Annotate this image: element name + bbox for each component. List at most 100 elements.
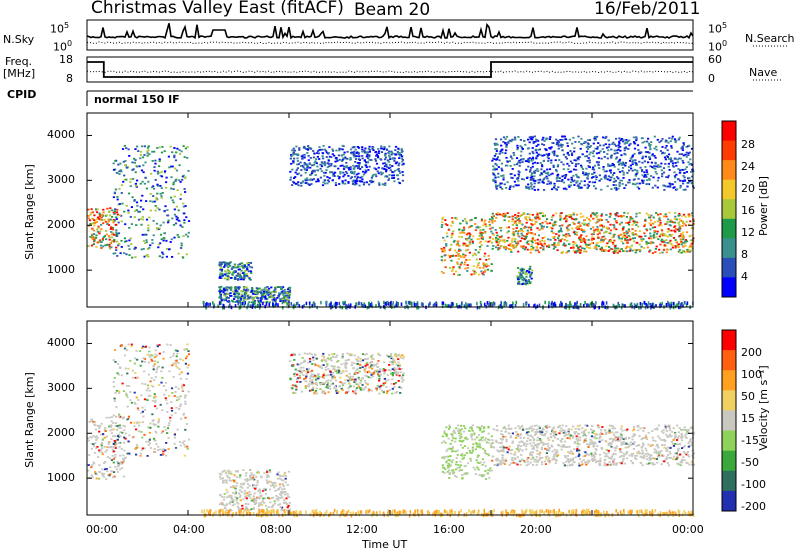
power-cell — [368, 183, 371, 186]
power-cell — [617, 177, 620, 180]
power-cell — [532, 246, 535, 249]
velocity-cell — [148, 442, 151, 445]
power-cell — [313, 169, 316, 172]
power-cell — [662, 167, 666, 169]
power-cell — [363, 159, 366, 162]
velocity-cell — [149, 447, 153, 449]
power-cell — [386, 166, 389, 168]
power-cell — [666, 149, 669, 152]
power-cell — [143, 233, 146, 236]
velocity-cell — [94, 436, 97, 439]
power-ground-cell — [560, 300, 562, 305]
power-cell — [674, 245, 677, 247]
power-cell — [296, 173, 299, 176]
power-cell — [459, 249, 462, 252]
velocity-cell — [183, 396, 187, 399]
power-cell — [92, 237, 95, 240]
power-cell — [99, 219, 102, 222]
power-cell — [162, 221, 165, 224]
power-cell — [528, 213, 531, 216]
power-cell — [232, 300, 235, 303]
power-cell — [119, 169, 122, 172]
power-cell — [580, 166, 583, 168]
power-ground-cell — [330, 305, 332, 310]
power-cell — [583, 180, 586, 183]
power-cell — [175, 215, 178, 218]
power-cell — [187, 170, 190, 172]
power-cell — [635, 138, 638, 140]
power-cell — [163, 210, 166, 213]
power-cell — [303, 161, 306, 164]
power-cell — [646, 151, 650, 153]
power-cell — [141, 156, 145, 159]
power-cell — [242, 288, 246, 291]
power-cell — [297, 181, 300, 184]
power-cell — [343, 165, 346, 168]
power-cell — [531, 138, 534, 141]
power-cell — [642, 238, 645, 240]
power-cell — [655, 233, 659, 235]
power-cell — [586, 186, 589, 189]
power-cell — [531, 269, 534, 272]
velocity-cell — [181, 359, 185, 362]
power-cell — [263, 294, 266, 296]
velocity-cell — [108, 425, 111, 428]
power-cell — [661, 241, 664, 243]
power-cell — [690, 162, 693, 165]
power-cell — [664, 213, 667, 216]
noise-panel — [86, 19, 787, 51]
power-cell — [306, 166, 309, 169]
velocity-cell — [105, 478, 108, 480]
power-cell — [587, 222, 590, 225]
power-cell — [666, 230, 669, 233]
power-cell — [492, 220, 495, 222]
power-cell — [634, 169, 637, 171]
power-cell — [277, 295, 280, 298]
power-cell — [674, 141, 677, 144]
power-cell — [589, 151, 592, 154]
power-cell — [441, 224, 444, 226]
power-ground-cell — [312, 302, 315, 306]
power-cell — [481, 238, 484, 240]
power-cell — [230, 295, 233, 297]
power-cell — [272, 294, 275, 297]
power-ground-cell — [203, 303, 205, 308]
power-cell — [666, 156, 669, 158]
power-cell — [613, 180, 616, 183]
power-cell — [670, 147, 673, 149]
power-cell — [226, 292, 229, 295]
power-cell — [664, 140, 667, 143]
velocity-cell — [175, 355, 178, 358]
power-cell — [139, 206, 142, 208]
velocity-cell — [165, 399, 168, 401]
power-cell — [112, 252, 115, 255]
velocity-cell — [168, 422, 171, 424]
power-cell — [107, 220, 110, 223]
power-cell — [530, 277, 533, 280]
power-cell — [505, 226, 509, 229]
power-cell — [517, 271, 521, 274]
velocity-cell — [154, 405, 157, 408]
power-cell — [671, 246, 674, 249]
power-cell — [365, 181, 368, 184]
power-cell — [146, 146, 150, 149]
power-cell — [313, 152, 316, 155]
velocity-cell — [95, 428, 98, 431]
power-cell — [222, 291, 225, 294]
power-cell — [245, 269, 248, 271]
velocity-cell — [126, 405, 129, 408]
velocity-cell — [151, 360, 154, 362]
power-ground-cell — [468, 303, 470, 307]
power-cell — [592, 150, 595, 153]
velocity-cell — [275, 498, 278, 500]
velocity-cell — [117, 433, 120, 436]
velocity-cell — [115, 468, 119, 471]
power-cell — [501, 151, 504, 154]
velocity-cell — [175, 365, 178, 367]
power-cell — [104, 244, 107, 247]
power-cell — [661, 238, 664, 241]
velocity-cell — [230, 497, 234, 500]
velocity-cell — [117, 462, 120, 465]
velocity-cell — [164, 449, 167, 452]
power-cell — [165, 255, 168, 258]
